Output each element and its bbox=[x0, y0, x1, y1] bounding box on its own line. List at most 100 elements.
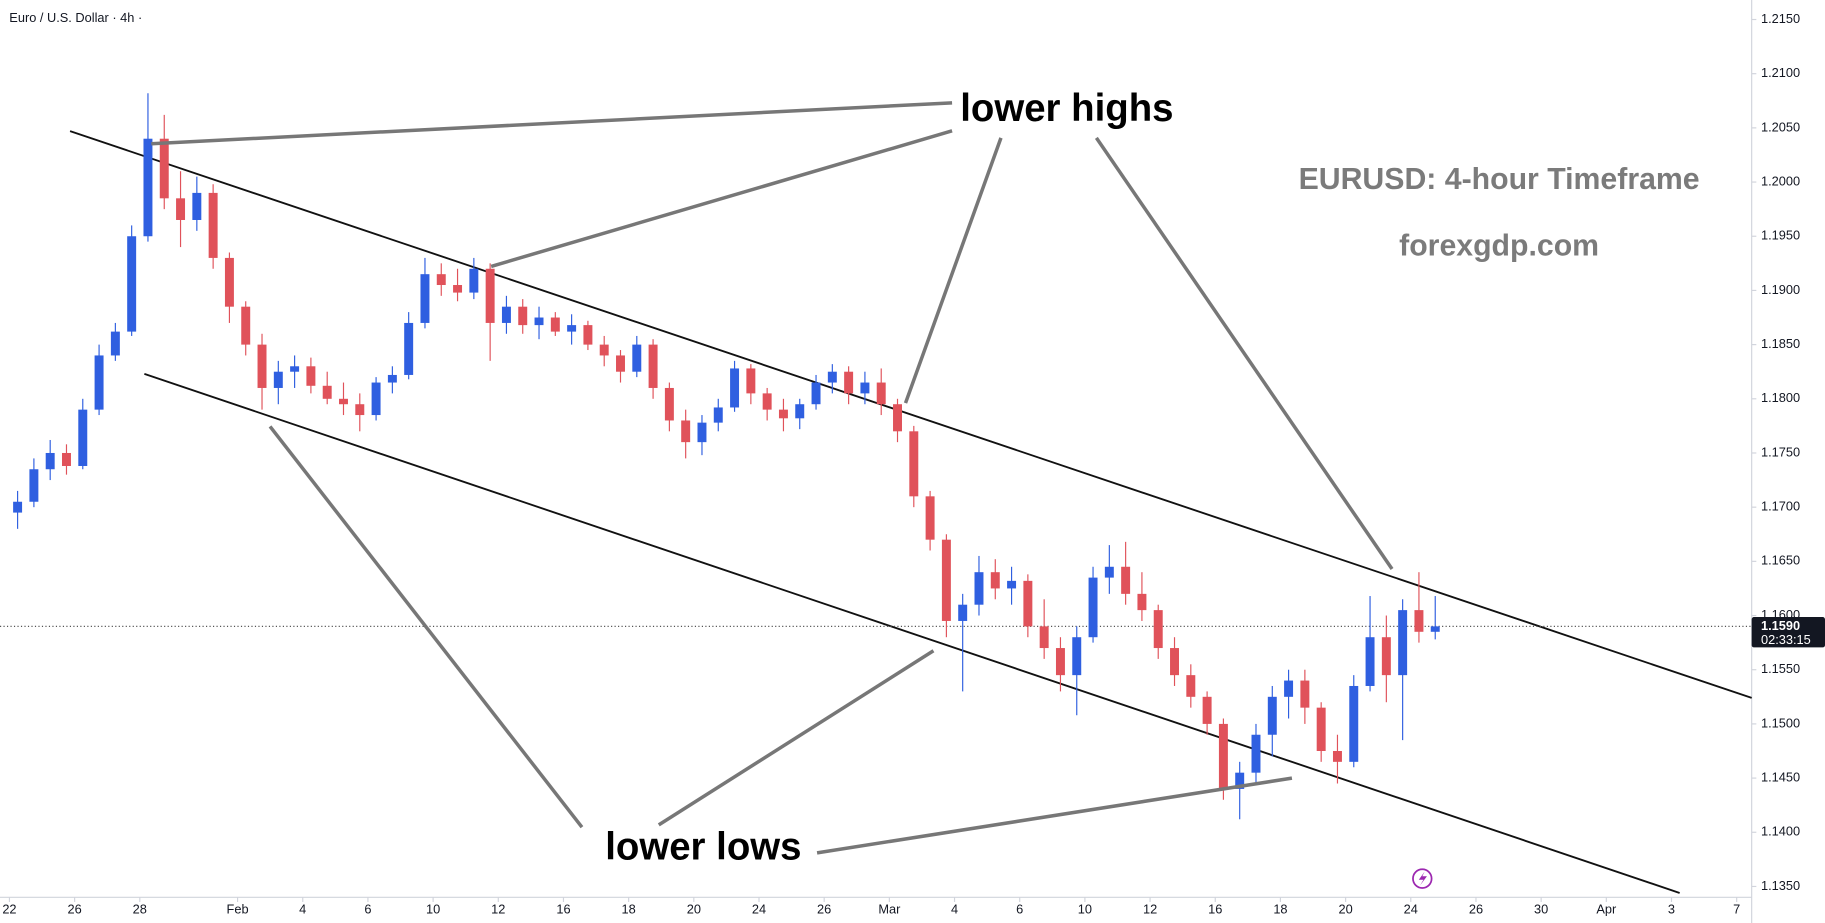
candle-body bbox=[616, 355, 625, 372]
candle-body bbox=[404, 322, 414, 375]
x-tick-label: Mar bbox=[878, 902, 901, 917]
x-tick-label: 26 bbox=[1469, 902, 1483, 917]
x-tick-label: 4 bbox=[951, 902, 958, 917]
candle-body bbox=[681, 420, 691, 443]
x-tick-label: 7 bbox=[1733, 902, 1740, 917]
candle-body bbox=[1153, 610, 1163, 649]
candle-body bbox=[1202, 696, 1212, 724]
x-tick-label: 12 bbox=[491, 902, 505, 917]
candle-body bbox=[62, 452, 71, 466]
candle-body bbox=[1300, 680, 1310, 708]
candle-body bbox=[436, 274, 446, 286]
candle-body bbox=[45, 452, 55, 470]
y-tick-label: 1.1650 bbox=[1761, 553, 1800, 568]
candle-body bbox=[420, 274, 430, 323]
candle-body bbox=[371, 382, 381, 416]
y-tick-label: 1.1350 bbox=[1761, 878, 1800, 893]
candle-body bbox=[322, 385, 332, 399]
pointer bbox=[1094, 136, 1394, 570]
candle-body bbox=[762, 393, 772, 410]
candle-body bbox=[159, 138, 169, 199]
x-tick-label: 12 bbox=[1143, 902, 1157, 917]
candle-body bbox=[192, 192, 202, 220]
candle-body bbox=[795, 404, 805, 419]
candle-body bbox=[485, 268, 495, 323]
candle-body bbox=[94, 355, 104, 410]
trendline bbox=[69, 130, 1752, 699]
candle-body bbox=[1332, 750, 1342, 762]
candle-body bbox=[1251, 734, 1261, 773]
candle-body bbox=[1170, 648, 1179, 676]
candle-body bbox=[453, 285, 463, 293]
candle-body bbox=[1137, 593, 1147, 611]
y-tick-label: 1.1800 bbox=[1761, 390, 1800, 405]
y-tick-label: 1.1900 bbox=[1761, 282, 1800, 297]
candle-body bbox=[110, 331, 120, 356]
y-tick-label: 1.2100 bbox=[1761, 65, 1800, 80]
candle-body bbox=[632, 344, 642, 372]
x-tick-label: Feb bbox=[227, 902, 249, 917]
x-tick-label: 10 bbox=[1078, 902, 1092, 917]
plot bbox=[0, 93, 1752, 894]
x-tick-label: 18 bbox=[622, 902, 636, 917]
candle-body bbox=[1186, 675, 1196, 697]
candle-body bbox=[1218, 723, 1228, 789]
candle-body bbox=[974, 572, 984, 605]
candle-body bbox=[1121, 566, 1131, 594]
candle-body bbox=[1349, 685, 1359, 762]
x-tick-label: 18 bbox=[1273, 902, 1287, 917]
y-tick-label: 1.1500 bbox=[1761, 715, 1800, 730]
candle-body bbox=[1365, 637, 1375, 686]
candle-body bbox=[1039, 626, 1049, 649]
candle-body bbox=[1104, 566, 1114, 578]
candle-body bbox=[29, 469, 39, 502]
y-tick-label: 1.1450 bbox=[1761, 769, 1800, 784]
candle-body bbox=[550, 317, 560, 332]
candle-body bbox=[827, 371, 837, 383]
y-tick-label: 1.1400 bbox=[1761, 824, 1800, 839]
candle-body bbox=[1430, 626, 1440, 632]
candle-body bbox=[257, 344, 267, 388]
candle-body bbox=[127, 236, 137, 332]
candle-body bbox=[518, 306, 528, 326]
x-tick-label: 20 bbox=[687, 902, 701, 917]
candle-body bbox=[501, 306, 511, 323]
candle-body bbox=[273, 371, 283, 388]
candle-body bbox=[746, 368, 756, 394]
pointer bbox=[268, 425, 584, 829]
candle-body bbox=[876, 382, 886, 405]
chart-title: Euro / U.S. Dollar · 4h · bbox=[9, 10, 142, 25]
candle-body bbox=[778, 409, 788, 419]
y-tick-label: 1.2150 bbox=[1761, 11, 1800, 26]
candle-body bbox=[811, 382, 821, 405]
pointers bbox=[151, 101, 1394, 855]
candle-body bbox=[990, 572, 1000, 589]
candle-body bbox=[713, 407, 723, 423]
icon-bolt bbox=[1418, 871, 1427, 886]
candle-body bbox=[1235, 772, 1245, 789]
alert-icon[interactable] bbox=[1412, 868, 1433, 889]
watermark: forexgdp.com bbox=[1399, 230, 1599, 263]
y-tick-label: 1.1750 bbox=[1761, 444, 1800, 459]
candle-body bbox=[925, 496, 935, 540]
candle-body bbox=[1381, 637, 1391, 676]
candle-body bbox=[13, 501, 23, 513]
candle-body bbox=[844, 371, 854, 394]
candle-body bbox=[697, 422, 707, 443]
x-tick-label: 6 bbox=[1016, 902, 1023, 917]
x-tick-label: 3 bbox=[1668, 902, 1675, 917]
x-tick-label: 16 bbox=[1208, 902, 1222, 917]
candle-body bbox=[387, 374, 397, 383]
x-tick-label: 4 bbox=[299, 902, 306, 917]
x-tick-label: 26 bbox=[817, 902, 831, 917]
annotation: lower highs bbox=[960, 87, 1173, 130]
x-tick-label: 30 bbox=[1534, 902, 1548, 917]
y-tick-label: 1.1700 bbox=[1761, 499, 1800, 514]
candle-body bbox=[860, 382, 870, 394]
x-tick-label: 10 bbox=[426, 902, 440, 917]
icon-ring bbox=[1412, 868, 1433, 889]
candle-body bbox=[730, 368, 740, 408]
candle-body bbox=[224, 257, 234, 307]
